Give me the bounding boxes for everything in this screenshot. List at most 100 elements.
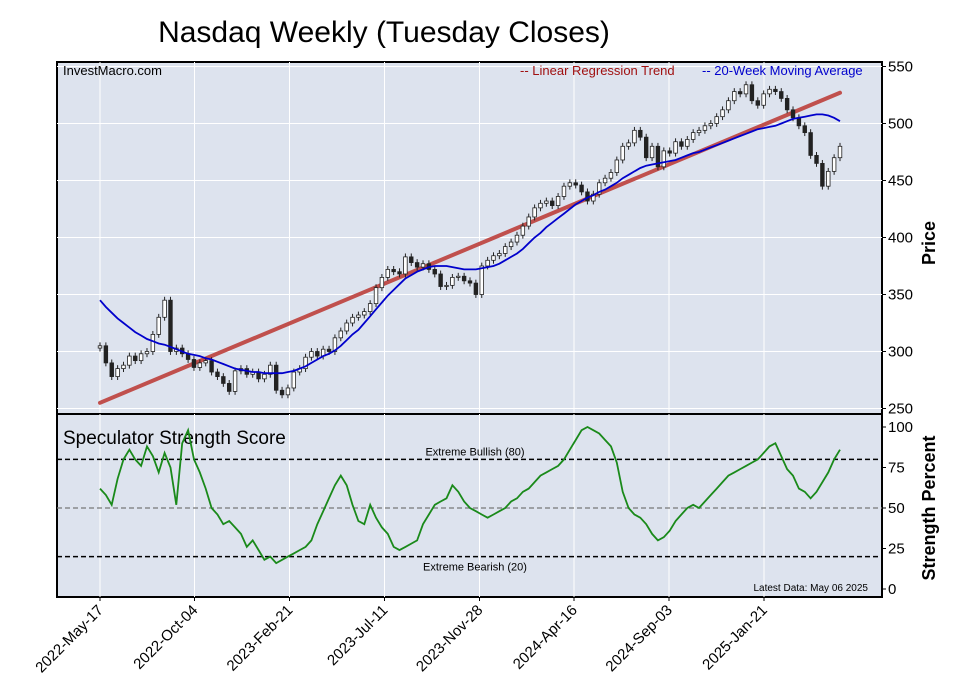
candle-body	[708, 123, 713, 127]
candle-body	[379, 276, 385, 289]
candle-body	[362, 311, 367, 316]
candle-body	[215, 371, 220, 377]
candle	[391, 266, 396, 276]
speculator-strength-line	[99, 425, 841, 565]
candle-body	[409, 256, 414, 263]
candle	[544, 197, 549, 207]
candle-body	[150, 333, 156, 352]
candle-body	[773, 88, 778, 92]
candle	[444, 281, 449, 290]
x-tick-label: 2025-Jan-21	[699, 602, 771, 674]
price-y-tick-label: 300	[888, 344, 913, 361]
candle-body	[356, 314, 361, 318]
price-grid	[57, 62, 882, 414]
candle	[779, 88, 784, 102]
candle-body	[732, 91, 737, 102]
candle-body	[567, 182, 573, 187]
trend-legend: -- Linear Regression Trend	[520, 63, 675, 78]
score-y-tick-label: 0	[888, 581, 896, 598]
candle	[620, 142, 625, 164]
candle-body	[491, 255, 496, 261]
extreme-bullish-label: Extreme Bullish (80)	[425, 446, 524, 458]
candle	[197, 359, 203, 371]
candle-body	[814, 155, 819, 164]
candle	[708, 120, 713, 130]
candle	[379, 273, 385, 292]
candle-body	[538, 202, 543, 209]
candle	[432, 266, 437, 278]
candle	[309, 348, 314, 361]
candle-body	[820, 162, 825, 187]
candle-body	[232, 370, 238, 392]
candle	[638, 126, 643, 141]
candle	[362, 308, 367, 319]
candle-body	[685, 139, 690, 147]
candle-body	[97, 345, 103, 349]
candle	[150, 330, 156, 355]
candle-body	[203, 360, 208, 364]
candle-body	[291, 371, 297, 389]
candle-body	[673, 141, 678, 154]
candle-body	[432, 269, 437, 275]
candle-body	[397, 271, 402, 275]
candle	[438, 270, 443, 290]
candle-body	[461, 275, 467, 282]
candle	[526, 213, 531, 230]
candle	[767, 85, 772, 98]
score-y-tick-label: 25	[888, 541, 905, 558]
candle	[702, 122, 708, 134]
candle	[315, 348, 320, 360]
chart-title: Nasdaq Weekly (Tuesday Closes)	[158, 16, 610, 49]
candle-body	[221, 376, 226, 384]
candle	[561, 182, 567, 200]
candle-body	[796, 117, 802, 127]
x-tick-label: 2023-Feb-21	[224, 602, 297, 675]
candle	[808, 129, 813, 159]
candle-body	[285, 387, 291, 396]
candle-body	[579, 184, 584, 193]
candle	[514, 231, 520, 246]
candle	[755, 97, 760, 109]
candle	[837, 142, 843, 162]
candle	[632, 126, 637, 147]
candle	[820, 159, 825, 190]
price-y-tick-label: 350	[888, 287, 913, 304]
candle-body	[726, 100, 731, 111]
candle	[667, 147, 672, 157]
score-y-tick-label: 100	[888, 419, 913, 436]
score-axis-title: Strength Percent	[919, 435, 939, 580]
candle-body	[115, 368, 120, 377]
candle	[456, 272, 461, 281]
candle	[373, 284, 379, 308]
score-y-ticks: 100 75 50 25 0	[882, 419, 913, 598]
candle-body	[591, 193, 596, 202]
candle-body	[737, 91, 743, 95]
candle	[291, 368, 297, 392]
score-grid	[99, 414, 765, 597]
candle-body	[121, 364, 126, 369]
candle-body	[790, 109, 796, 119]
price-y-tick-label: 250	[888, 401, 913, 418]
candlestick-series	[97, 81, 843, 399]
candle	[503, 243, 508, 257]
candle	[103, 342, 109, 367]
candle-body	[144, 351, 150, 355]
candle	[367, 300, 373, 316]
candle	[737, 88, 743, 98]
candle	[491, 252, 496, 264]
candle-body	[303, 356, 308, 370]
candle-body	[133, 355, 138, 362]
candle-body	[597, 182, 602, 195]
candle-body	[643, 136, 649, 159]
candle-body	[338, 330, 343, 339]
candle-body	[326, 348, 332, 352]
candle	[720, 106, 725, 121]
candle	[520, 222, 526, 239]
candle	[673, 138, 678, 157]
candle	[397, 268, 402, 278]
candle-body	[109, 362, 114, 377]
candle-body	[473, 282, 479, 295]
candle-body	[414, 262, 420, 268]
candle	[573, 179, 578, 189]
candle-body	[197, 362, 203, 368]
